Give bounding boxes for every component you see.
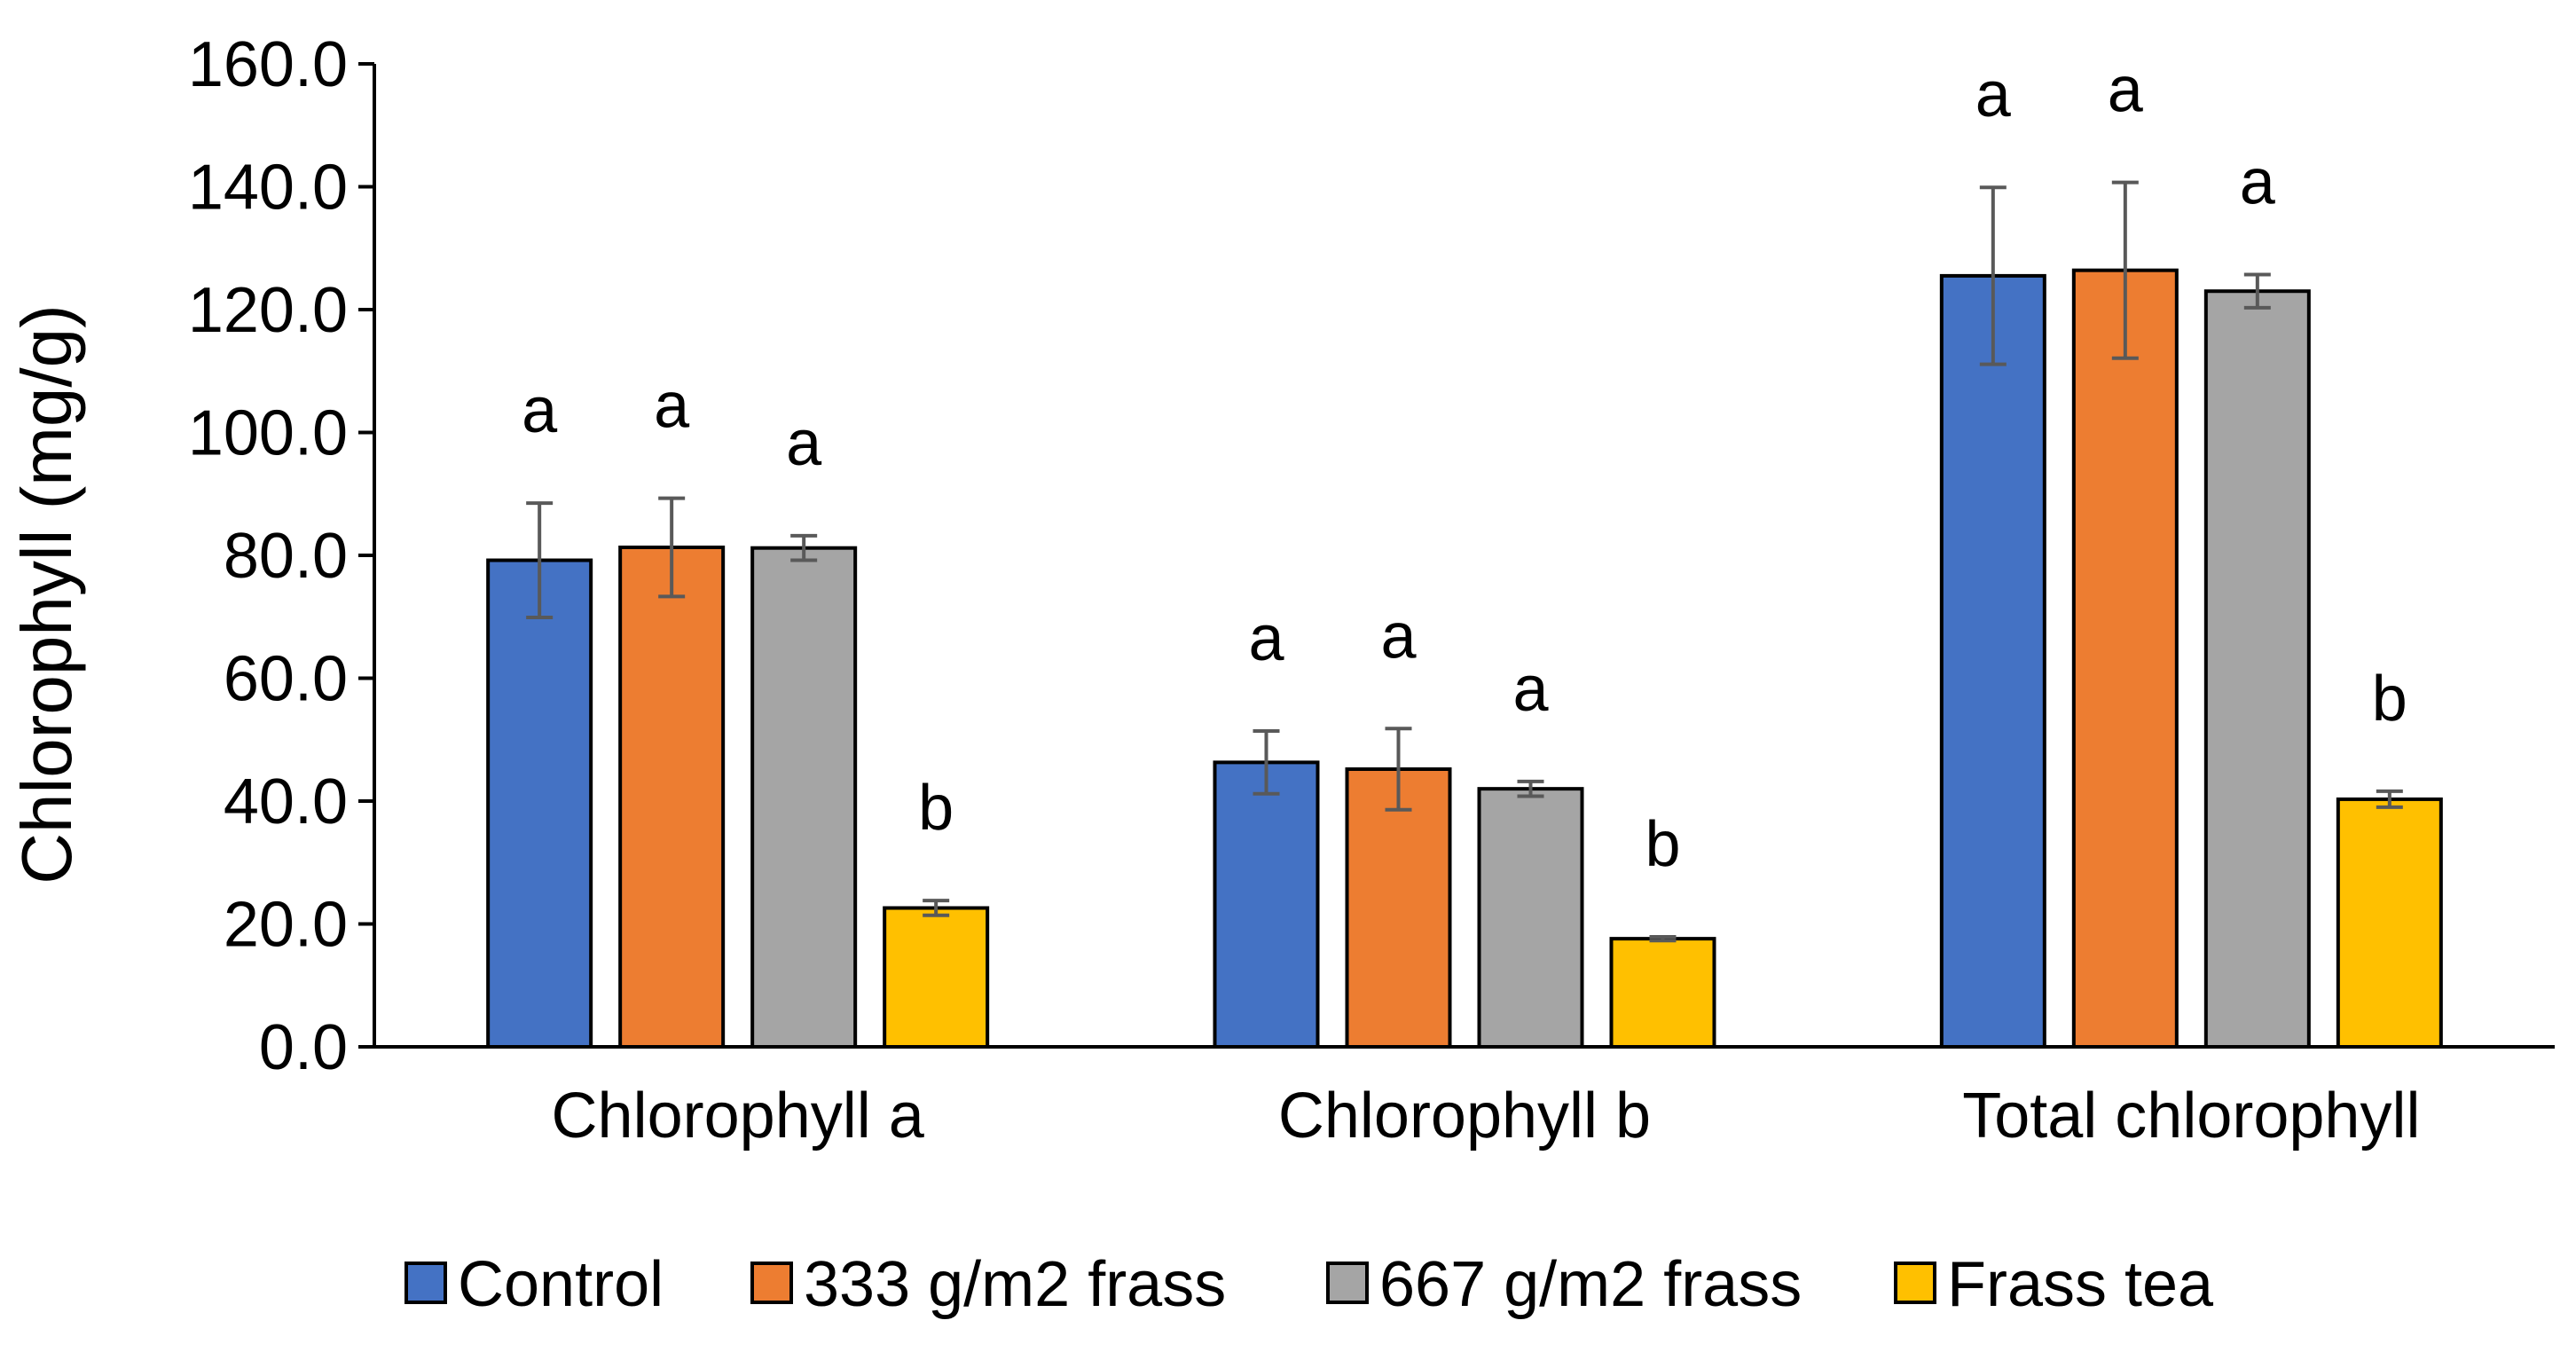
legend-label: Frass tea xyxy=(1947,1249,2214,1320)
significance-label: a xyxy=(1975,59,2012,130)
y-tick-label: 0.0 xyxy=(259,1012,348,1083)
significance-label: b xyxy=(918,773,954,844)
legend: Control 333 g/m2 frass 667 g/m2 frass Frass… xyxy=(404,1249,2214,1320)
legend-label: 667 g/m2 frass xyxy=(1379,1249,1802,1320)
significance-label: a xyxy=(522,375,558,446)
bar xyxy=(618,545,726,1049)
legend-label: 333 g/m2 frass xyxy=(804,1249,1226,1320)
x-category-label: Chlorophyll a xyxy=(552,1081,925,1152)
bar xyxy=(1477,787,1584,1049)
bars: a a a b a a a b a a a b xyxy=(486,55,2443,1049)
bar xyxy=(750,546,858,1049)
legend-swatch xyxy=(750,1262,793,1304)
y-axis-label: Chlorophyll (mg/g) xyxy=(7,304,86,884)
bar xyxy=(2336,797,2443,1049)
bar xyxy=(2071,268,2179,1049)
y-tick-label: 60.0 xyxy=(224,644,348,715)
y-tick-label: 20.0 xyxy=(224,890,348,961)
legend-swatch xyxy=(1326,1262,1369,1304)
legend-label: Control xyxy=(458,1249,664,1320)
significance-label: b xyxy=(1645,809,1680,880)
x-category-label: Chlorophyll b xyxy=(1278,1081,1651,1152)
x-category-label: Total chlorophyll xyxy=(1962,1081,2420,1152)
y-tick-label: 100.0 xyxy=(188,398,348,469)
significance-label: a xyxy=(654,371,690,442)
bar xyxy=(1213,760,1320,1049)
significance-label: a xyxy=(2108,55,2144,126)
bar xyxy=(2203,289,2311,1049)
significance-label: b xyxy=(2372,664,2407,735)
significance-label: a xyxy=(1512,654,1549,725)
x-axis: Chlorophyll a Chlorophyll b Total chloroph… xyxy=(374,1045,2555,1152)
y-tick-label: 80.0 xyxy=(224,521,348,592)
y-tick-label: 40.0 xyxy=(224,766,348,837)
y-tick-label: 120.0 xyxy=(188,275,348,346)
legend-swatch xyxy=(404,1262,447,1304)
y-tick-label: 160.0 xyxy=(188,29,348,100)
bar xyxy=(883,906,990,1049)
significance-label: a xyxy=(1248,603,1284,674)
legend-swatch xyxy=(1894,1262,1936,1304)
significance-label: a xyxy=(1380,601,1417,672)
bar xyxy=(1939,273,2046,1049)
significance-label: a xyxy=(786,408,822,479)
bar xyxy=(486,558,593,1049)
significance-label: a xyxy=(2240,147,2276,218)
bar xyxy=(1609,937,1716,1049)
y-axis: 0.0 20.0 40.0 60.0 80.0 100.0 120.0 140.0 160.0 xyxy=(188,29,376,1083)
y-tick-label: 140.0 xyxy=(188,153,348,224)
